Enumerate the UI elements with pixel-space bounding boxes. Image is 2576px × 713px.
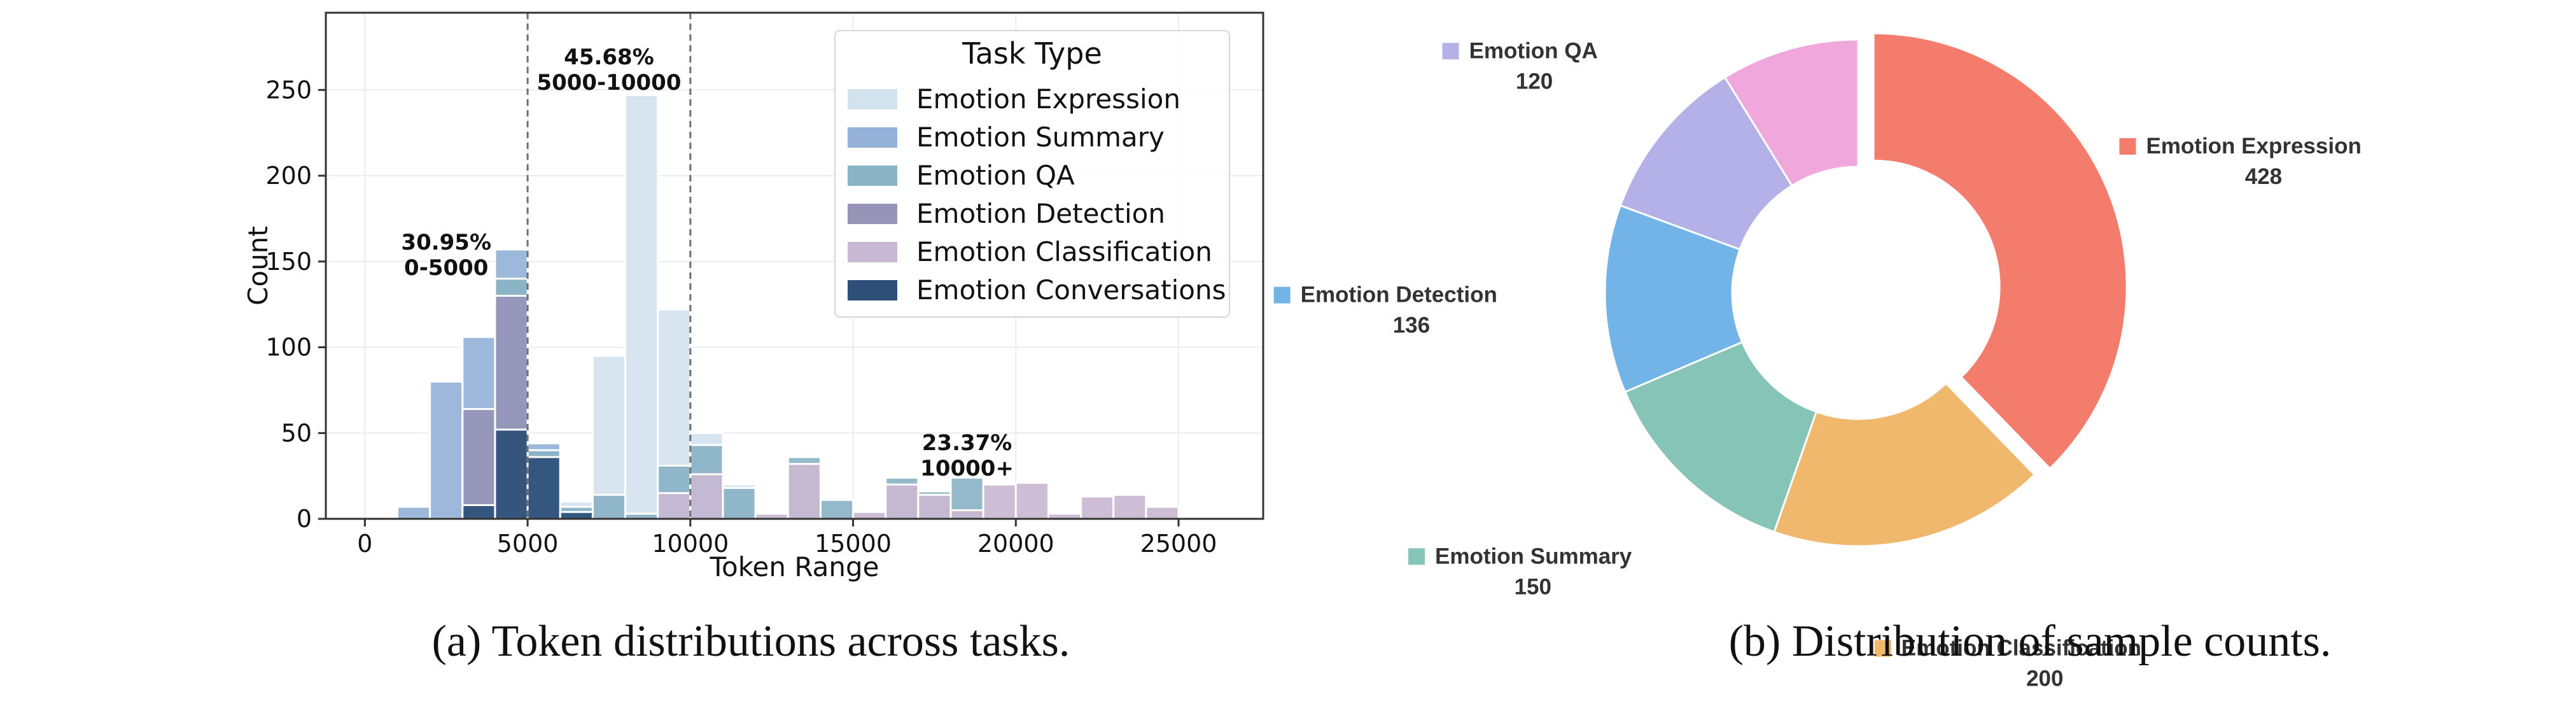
slice-value: 200	[2026, 667, 2063, 691]
legend-label: Emotion Classification	[916, 236, 1212, 267]
y-tick-label: 200	[265, 162, 312, 190]
slice-label: Emotion Expression	[2146, 134, 2361, 159]
plot-frame	[325, 11, 1264, 520]
y-axis-label: Count	[242, 226, 274, 306]
donut-slice	[1872, 32, 2128, 470]
legend-label: Emotion Conversations	[916, 274, 1226, 306]
histogram-chart: 0 5000 10000 15000 20000 25000 0 50 100 150 200 250…	[242, 11, 1264, 582]
histogram-bar	[429, 380, 464, 520]
donut-slice	[1723, 38, 1859, 187]
y-tick-label: 150	[265, 248, 312, 276]
legend-box	[834, 30, 1230, 318]
legend-title: Task Type	[962, 36, 1102, 71]
caption-a: (a) Token distributions across tasks.	[432, 617, 1070, 666]
slice-label: Emotion Summary	[1435, 544, 1632, 568]
donut-slice	[1623, 341, 1818, 533]
legend-label: Emotion QA	[916, 160, 1075, 191]
legend-swatch	[848, 280, 897, 300]
histogram-bar	[461, 504, 496, 520]
legend-swatch	[848, 242, 897, 262]
x-tick-label: 15000	[815, 530, 892, 558]
x-tick-label: 10000	[652, 530, 729, 558]
donut-chart: Emotion Expression 428 Emotion Classificat…	[1273, 32, 2362, 691]
donut-slice	[1773, 382, 2036, 547]
histogram-bar	[559, 511, 594, 520]
histogram-bar	[624, 94, 659, 520]
histogram-bar	[591, 355, 627, 520]
histogram-bar	[1080, 495, 1115, 520]
slice-legend-marker	[1408, 548, 1425, 565]
slice-legend-marker	[1442, 43, 1459, 60]
slice-legend-marker	[1273, 286, 1291, 304]
histogram-bar	[1112, 493, 1147, 520]
x-tick-label: 25000	[1140, 530, 1217, 558]
histogram-bar	[461, 408, 496, 520]
range-share-annotation: 0-5000	[404, 255, 488, 281]
legend-swatch	[848, 166, 897, 186]
range-share-annotation: 23.37%	[922, 430, 1012, 456]
slice-legend-marker	[1874, 640, 1891, 657]
range-share-annotation: 30.95%	[401, 230, 491, 255]
x-tick-label: 5000	[497, 530, 559, 558]
histogram-bar	[982, 483, 1017, 520]
legend-swatch	[848, 204, 897, 224]
x-tick-label: 0	[357, 530, 372, 558]
slice-value: 428	[2245, 164, 2282, 189]
range-share-annotation: 5000-10000	[536, 70, 681, 95]
histogram-bar	[657, 492, 692, 520]
donut-slice	[1604, 204, 1744, 393]
histogram-bar	[917, 493, 952, 520]
histogram-bar	[722, 486, 757, 520]
histogram-bar	[1145, 505, 1180, 520]
histogram-bar	[787, 463, 822, 520]
slice-label: Emotion QA	[1469, 38, 1598, 63]
legend-label: Emotion Summary	[916, 122, 1165, 153]
range-share-annotation: 10000+	[920, 456, 1014, 481]
slice-label: Emotion Detection	[1301, 283, 1497, 307]
histogram-bar	[1014, 481, 1049, 520]
y-tick-label: 100	[265, 334, 312, 362]
legend-label: Emotion Expression	[916, 83, 1180, 115]
x-tick-label: 20000	[977, 530, 1054, 558]
y-tick-label: 50	[281, 419, 312, 447]
legend-swatch	[848, 89, 897, 109]
slice-value: 120	[1516, 69, 1553, 94]
histogram-bar	[591, 493, 627, 520]
histogram-bar	[494, 428, 529, 520]
histogram-bar	[852, 511, 887, 520]
histogram-bar	[885, 483, 920, 520]
histogram-bar	[949, 509, 984, 520]
slice-label: Emotion Classification	[1901, 636, 2141, 661]
slice-legend-marker	[2119, 138, 2136, 155]
slice-value: 136	[1393, 313, 1430, 338]
caption-b: (b) Distribution of sample counts.	[1729, 617, 2332, 666]
range-share-annotation: 45.68%	[564, 45, 654, 70]
slice-value: 150	[1515, 574, 1551, 599]
histogram-bar	[819, 498, 855, 520]
histogram-bar	[526, 456, 561, 520]
histogram-bar	[396, 505, 431, 520]
histogram-bar	[689, 473, 724, 520]
legend-label: Emotion Detection	[916, 198, 1165, 229]
legend-swatch	[848, 127, 897, 148]
y-tick-label: 250	[265, 76, 312, 104]
y-tick-label: 0	[297, 505, 312, 533]
x-axis-label: Token Range	[710, 551, 879, 582]
